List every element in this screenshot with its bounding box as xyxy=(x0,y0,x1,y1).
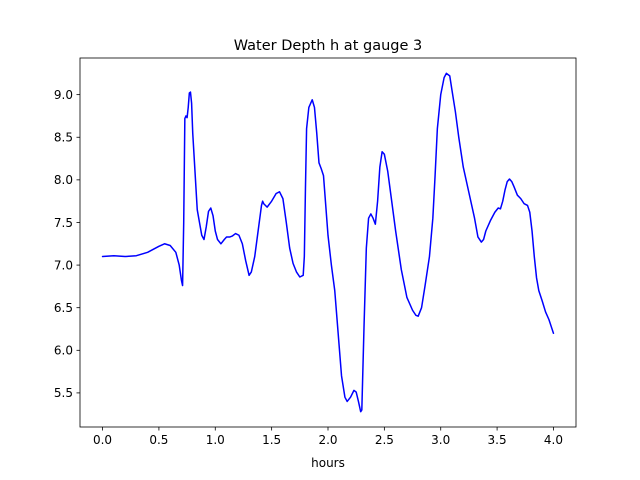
y-axis: 5.5 6.0 6.5 7.0 7.5 8.0 8.5 9.0 xyxy=(54,88,80,400)
chart-title: Water Depth h at gauge 3 xyxy=(234,38,422,54)
x-tick-label: 1.5 xyxy=(262,433,281,447)
x-tick-label: 3.0 xyxy=(431,433,450,447)
y-tick-label: 8.0 xyxy=(54,173,73,187)
y-tick-label: 8.5 xyxy=(54,131,73,145)
y-tick-label: 5.5 xyxy=(54,386,73,400)
x-tick-label: 1.0 xyxy=(206,433,225,447)
x-tick-label: 0.5 xyxy=(149,433,168,447)
x-tick-label: 0.0 xyxy=(93,433,112,447)
x-tick-label: 3.5 xyxy=(488,433,507,447)
x-tick-label: 2.5 xyxy=(375,433,394,447)
y-tick-label: 9.0 xyxy=(54,88,73,102)
x-axis: 0.0 0.5 1.0 1.5 2.0 2.5 3.0 3.5 4.0 xyxy=(93,427,563,447)
series-line-0 xyxy=(101,72,555,413)
x-tick-label: 2.0 xyxy=(318,433,337,447)
y-tick-label: 7.5 xyxy=(54,216,73,230)
y-tick-label: 6.5 xyxy=(54,301,73,315)
x-axis-label: hours xyxy=(311,456,345,470)
y-tick-label: 6.0 xyxy=(54,344,73,358)
x-tick-label: 4.0 xyxy=(544,433,563,447)
y-tick-label: 7.0 xyxy=(54,258,73,272)
